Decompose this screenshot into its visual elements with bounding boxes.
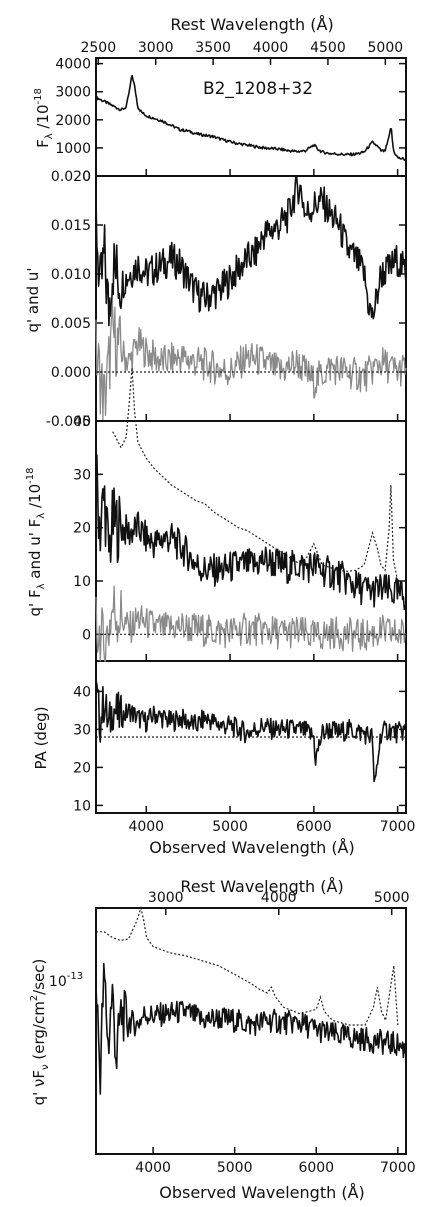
- flux-panel-frame: [95, 57, 407, 177]
- bottom-observed-wavelength-label: Observed Wavelength (Å): [149, 838, 355, 857]
- sed-x-tick-label: 4000: [135, 1160, 171, 1176]
- polflux-y-tick-label: 20: [73, 521, 91, 537]
- flux-y-tick-label: 1000: [55, 141, 91, 157]
- qu-y-tick-label: -0.005: [46, 414, 91, 430]
- flux-top-tick-label: 4500: [310, 40, 346, 56]
- qu-y-axis-label: q' and u': [24, 267, 42, 332]
- polflux-series-u-f--line: [95, 585, 407, 662]
- qu-y-tick-label: 0.010: [51, 267, 91, 283]
- pa-x-tick-label: 7000: [380, 819, 416, 835]
- sed-top-tick-label: 5000: [374, 890, 410, 906]
- flux-y-axis-label: Fλ /10-18: [33, 88, 55, 148]
- qu-y-tick-label: 0.000: [51, 365, 91, 381]
- qu-series-u--line: [95, 302, 407, 421]
- qu-y-tick-label: 0.015: [51, 218, 91, 234]
- polflux-y-tick-label: 0: [82, 627, 91, 643]
- pa-y-tick-label: 30: [73, 722, 91, 738]
- top-rest-wavelength-label: Rest Wavelength (Å): [170, 15, 333, 34]
- pa-y-tick-label: 10: [73, 798, 91, 814]
- pa-y-axis-label: PA (deg): [32, 706, 50, 769]
- flux-top-tick-label: 2500: [80, 40, 116, 56]
- flux-y-tick-label: 3000: [55, 85, 91, 101]
- sed-top-tick-label: 4000: [261, 890, 297, 906]
- flux-top-tick-label: 3500: [195, 40, 231, 56]
- sed-top-rest-wavelength-label: Rest Wavelength (Å): [180, 877, 343, 896]
- sed-x-tick-label: 6000: [298, 1160, 334, 1176]
- polflux-y-tick-label: 40: [73, 414, 91, 430]
- sed-panel-frame: [95, 907, 407, 1155]
- pa-y-tick-label: 20: [73, 760, 91, 776]
- flux-y-tick-label: 4000: [55, 57, 91, 73]
- polflux-y-axis-label: q' Fλ and u' Fλ /10-18: [25, 468, 47, 617]
- qu-series-q--line: [95, 175, 407, 327]
- object-name-label: B2_1208+32: [203, 79, 313, 99]
- polflux-y-tick-label: 10: [73, 574, 91, 590]
- pa-y-tick-label: 40: [73, 684, 91, 700]
- qu-y-tick-label: 0.005: [51, 316, 91, 332]
- sed-bottom-observed-wavelength-label: Observed Wavelength (Å): [159, 1183, 365, 1202]
- flux-top-tick-label: 5000: [368, 40, 404, 56]
- polflux-series-scaled-total-flux-line: [112, 367, 399, 582]
- sed-y-axis-label: q' νFν (erg/cm2/sec): [29, 959, 51, 1106]
- sed-top-tick-label: 3000: [148, 890, 184, 906]
- qu-y-tick-label: 0.020: [51, 169, 91, 185]
- pa-x-tick-label: 4000: [128, 819, 164, 835]
- sed-x-tick-label: 5000: [217, 1160, 253, 1176]
- flux-top-tick-label: 4000: [253, 40, 289, 56]
- polflux-series-q-f--line: [95, 454, 407, 611]
- flux-series-series-line: [95, 74, 407, 161]
- flux-y-tick-label: 0: [82, 169, 91, 185]
- flux-y-tick-label: 2000: [55, 113, 91, 129]
- flux-top-tick-label: 3000: [138, 40, 174, 56]
- pa-series-series-line: [95, 680, 407, 783]
- sed-series-scaled-total-flux-line: [96, 905, 399, 1026]
- polflux-y-tick-label: 30: [73, 467, 91, 483]
- sed-y-tick-label: 10-13: [49, 971, 83, 990]
- pa-x-tick-label: 5000: [212, 819, 248, 835]
- sed-series-q-f--line: [95, 962, 407, 1095]
- pa-x-tick-label: 6000: [296, 819, 332, 835]
- sed-x-tick-label: 7000: [380, 1160, 416, 1176]
